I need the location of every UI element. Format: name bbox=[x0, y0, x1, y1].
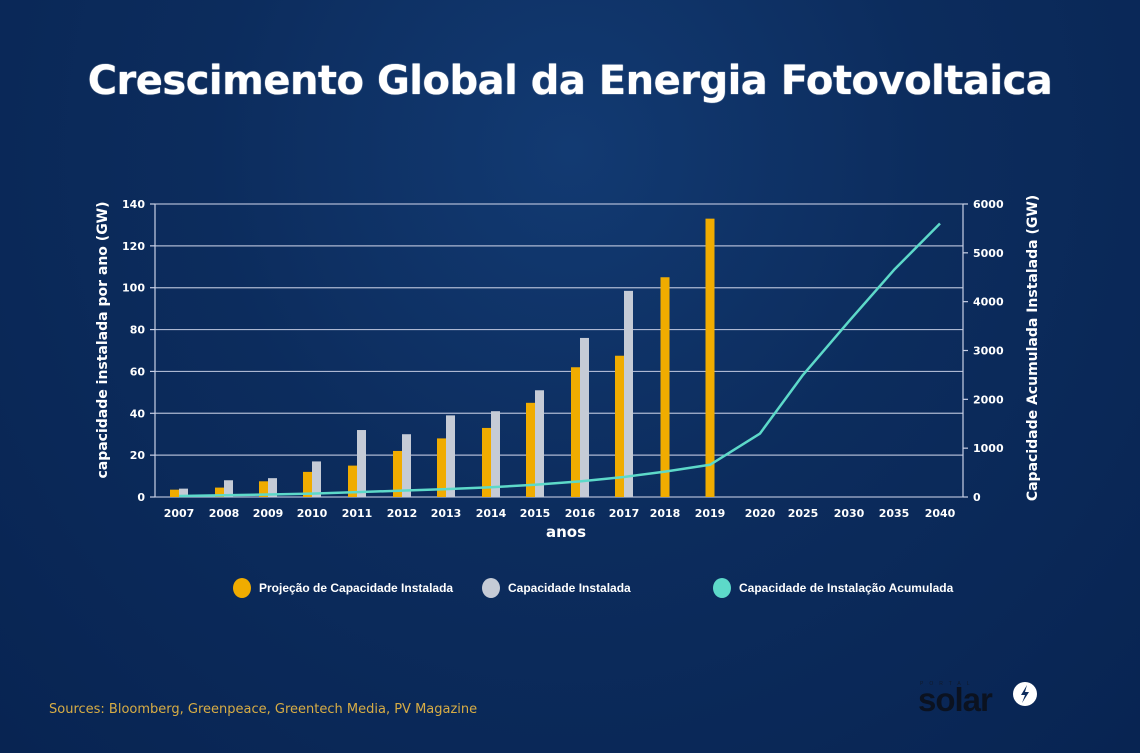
lightning-bolt-icon bbox=[1013, 682, 1037, 706]
bars bbox=[170, 218, 715, 497]
x-tick-label: 2040 bbox=[925, 507, 956, 520]
y-tick-label: 40 bbox=[130, 407, 146, 420]
legend-item-cumulative: Capacidade de Instalação Acumulada bbox=[713, 578, 953, 598]
bar-projection-2017 bbox=[615, 355, 624, 497]
x-tick-label: 2008 bbox=[209, 507, 240, 520]
bar-projection-2018 bbox=[660, 277, 670, 497]
legend-label-projection: Projeção de Capacidade Instalada bbox=[259, 581, 454, 595]
bar-installed-2013 bbox=[446, 415, 455, 497]
legend-swatch-installed bbox=[482, 578, 500, 598]
y2-axis-title: Capacidade Acumulada Instalada (GW) bbox=[1025, 195, 1041, 501]
bar-projection-2013 bbox=[437, 438, 446, 497]
y2-tick-label: 1000 bbox=[973, 442, 1004, 455]
legend-item-projection: Projeção de Capacidade Instalada bbox=[233, 578, 453, 598]
cumulative-line bbox=[178, 222, 941, 498]
tick-labels: 0204060801001201400100020003000400050006… bbox=[122, 198, 1004, 520]
legend-swatch-cumulative bbox=[713, 578, 731, 598]
logo-solar-text: solar bbox=[918, 681, 993, 718]
cumulative-line-path bbox=[178, 222, 941, 498]
bar-installed-2011 bbox=[357, 430, 366, 497]
portal-solar-logo: PORTAL solar bbox=[918, 680, 1043, 720]
bar-projection-2011 bbox=[348, 465, 357, 497]
y2-tick-label: 2000 bbox=[973, 393, 1004, 406]
bar-installed-2009 bbox=[268, 478, 277, 497]
bar-projection-2009 bbox=[259, 481, 268, 497]
axes bbox=[150, 203, 968, 498]
x-tick-label: 2019 bbox=[695, 507, 726, 520]
bar-projection-2007 bbox=[170, 489, 179, 497]
y-tick-label: 140 bbox=[122, 198, 145, 211]
x-tick-label: 2009 bbox=[253, 507, 284, 520]
x-tick-label: 2010 bbox=[297, 507, 328, 520]
y2-tick-label: 0 bbox=[973, 491, 981, 504]
y-tick-label: 0 bbox=[137, 491, 145, 504]
sources-note: Sources: Bloomberg, Greenpeace, Greentec… bbox=[49, 702, 478, 717]
bar-projection-2008 bbox=[215, 487, 224, 497]
bar-installed-2007 bbox=[179, 488, 188, 497]
x-tick-label: 2015 bbox=[520, 507, 551, 520]
y2-tick-label: 4000 bbox=[973, 296, 1004, 309]
legend-item-installed: Capacidade Instalada bbox=[482, 578, 631, 598]
bar-projection-2010 bbox=[303, 471, 312, 497]
legend-label-cumulative: Capacidade de Instalação Acumulada bbox=[739, 581, 954, 595]
bar-projection-2015 bbox=[526, 402, 535, 497]
x-tick-label: 2012 bbox=[387, 507, 418, 520]
x-tick-label: 2030 bbox=[834, 507, 865, 520]
x-axis-title: anos bbox=[546, 523, 586, 541]
bar-projection-2016 bbox=[571, 367, 580, 497]
legend-swatch-projection bbox=[233, 578, 251, 598]
bar-projection-2019 bbox=[705, 218, 715, 497]
x-tick-label: 2016 bbox=[565, 507, 596, 520]
x-tick-label: 2011 bbox=[342, 507, 373, 520]
y2-tick-label: 3000 bbox=[973, 345, 1004, 358]
bar-installed-2015 bbox=[535, 390, 544, 497]
x-tick-label: 2017 bbox=[609, 507, 640, 520]
x-tick-label: 2013 bbox=[431, 507, 462, 520]
x-tick-label: 2035 bbox=[879, 507, 910, 520]
gridlines bbox=[155, 203, 963, 498]
logo-portal-text: PORTAL bbox=[920, 681, 976, 687]
bar-installed-2008 bbox=[224, 480, 233, 497]
x-tick-label: 2007 bbox=[164, 507, 195, 520]
bar-installed-2012 bbox=[402, 434, 411, 497]
bar-installed-2017 bbox=[624, 290, 633, 497]
y2-tick-label: 5000 bbox=[973, 247, 1004, 260]
bar-projection-2014 bbox=[482, 427, 491, 497]
bar-installed-2016 bbox=[580, 337, 589, 497]
y-tick-label: 80 bbox=[130, 324, 146, 337]
y2-tick-label: 6000 bbox=[973, 198, 1004, 211]
bar-installed-2014 bbox=[491, 411, 500, 497]
bar-projection-2012 bbox=[393, 450, 402, 497]
legend-label-installed: Capacidade Instalada bbox=[508, 581, 631, 595]
x-tick-label: 2018 bbox=[650, 507, 681, 520]
y-tick-label: 100 bbox=[122, 282, 145, 295]
y-tick-label: 20 bbox=[130, 449, 146, 462]
y-axis-title: capacidade instalada por ano (GW) bbox=[95, 201, 111, 478]
x-tick-label: 2025 bbox=[788, 507, 819, 520]
x-tick-label: 2020 bbox=[745, 507, 776, 520]
y-tick-label: 120 bbox=[122, 240, 145, 253]
y-tick-label: 60 bbox=[130, 365, 146, 378]
bar-installed-2010 bbox=[312, 461, 321, 497]
chart-title: Crescimento Global da Energia Fotovoltai… bbox=[87, 58, 1053, 104]
x-tick-label: 2014 bbox=[476, 507, 507, 520]
